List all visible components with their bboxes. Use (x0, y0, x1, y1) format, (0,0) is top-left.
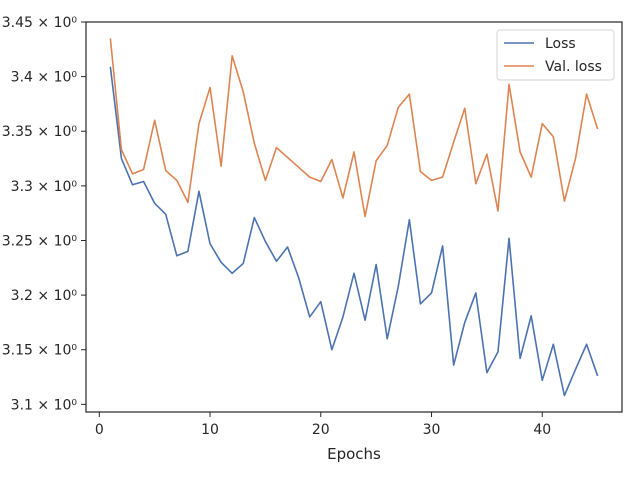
y-tick-label: 3.45 × 10⁰ (2, 15, 78, 31)
y-tick-label: 3.1 × 10⁰ (11, 397, 78, 413)
y-tick-label: 3.4 × 10⁰ (11, 70, 78, 86)
legend-label: Loss (545, 36, 576, 52)
x-tick-label: 20 (312, 422, 330, 438)
series-line-val-loss (109, 38, 599, 218)
series-line-loss (109, 66, 599, 397)
legend: Loss Val. loss (496, 29, 615, 81)
y-tick-label: 3.15 × 10⁰ (2, 343, 78, 359)
y-tick-label: 3.3 × 10⁰ (11, 179, 78, 195)
y-tick-label: 3.35 × 10⁰ (2, 124, 78, 140)
legend-label: Val. loss (545, 59, 602, 75)
x-axis-label: Epochs (327, 445, 381, 463)
x-tick-label: 10 (201, 422, 219, 438)
y-tick-label: 3.2 × 10⁰ (11, 288, 78, 304)
series-lines (109, 38, 599, 397)
x-tick-label: 0 (95, 422, 104, 438)
y-tick-label: 3.25 × 10⁰ (2, 233, 78, 249)
axes: 0 10 20 30 40 3.1 × 10⁰ 3.15 × 10⁰ 3.2 × 10⁰ 3.2… (2, 15, 623, 438)
x-tick-label: 40 (533, 422, 551, 438)
x-tick-label: 30 (423, 422, 441, 438)
plot-frame (85, 21, 623, 413)
